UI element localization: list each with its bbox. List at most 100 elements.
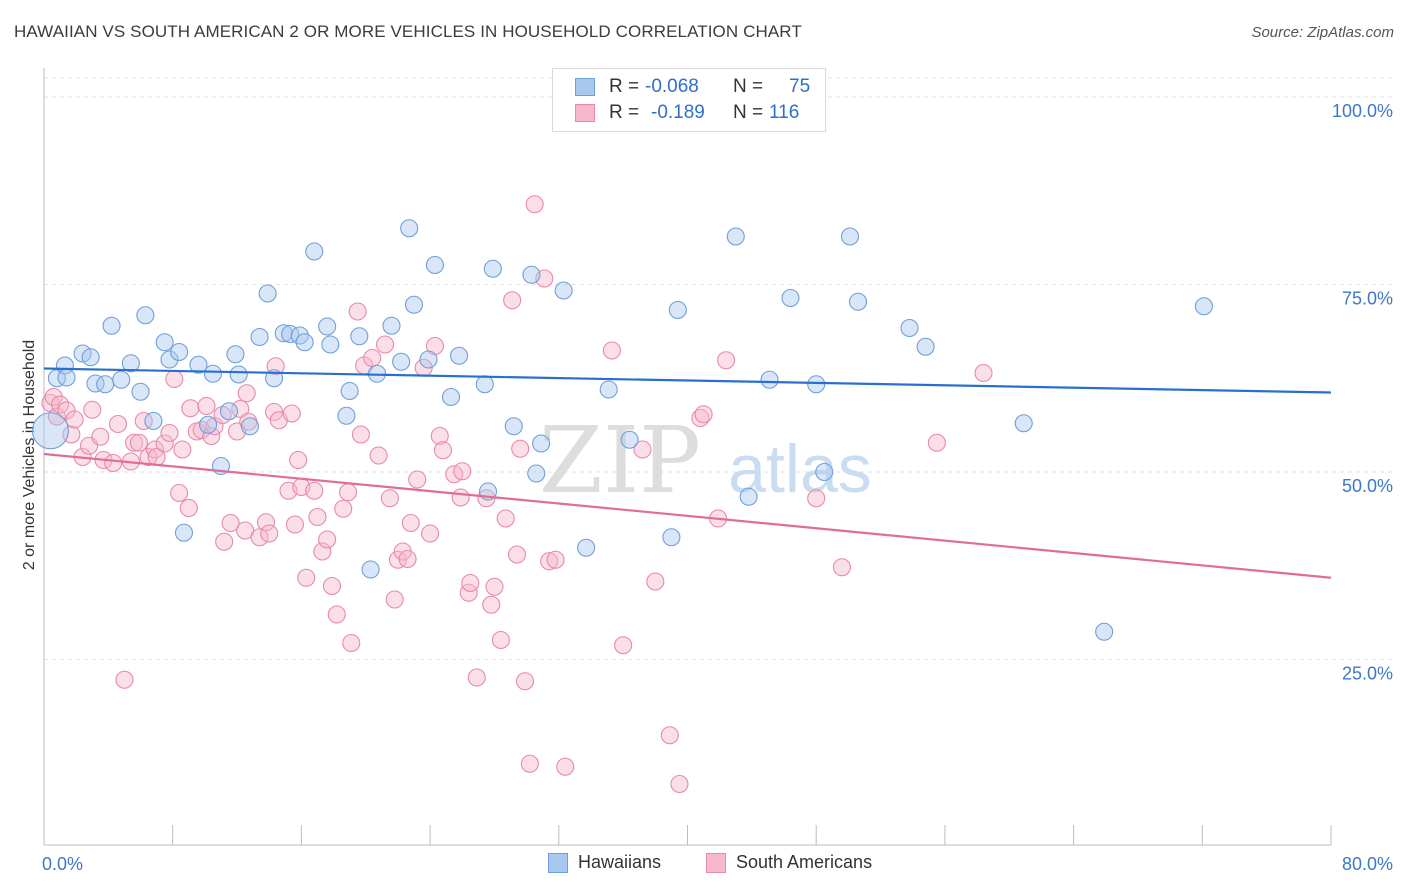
data-point-south-americans bbox=[129, 433, 148, 452]
data-point-south-americans bbox=[927, 433, 946, 452]
x-tick-label: 0.0% bbox=[42, 854, 83, 874]
y-tick-label: 50.0% bbox=[1342, 476, 1393, 496]
data-point-south-americans bbox=[602, 341, 621, 360]
data-point-south-americans bbox=[289, 450, 308, 470]
data-point-south-americans bbox=[540, 552, 559, 571]
data-point-hawaiians bbox=[121, 354, 140, 373]
data-point-south-americans bbox=[215, 532, 234, 551]
data-point-hawaiians bbox=[219, 402, 239, 421]
hawaiians-r-label: R = bbox=[609, 76, 640, 97]
data-point-hawaiians bbox=[305, 242, 324, 261]
data-point-south-americans bbox=[467, 668, 486, 687]
data-point-hawaiians bbox=[1194, 297, 1213, 316]
data-point-south-americans bbox=[482, 595, 501, 614]
legend-item-hawaiians[interactable]: Hawaiians bbox=[548, 852, 661, 873]
data-point-hawaiians bbox=[760, 370, 779, 389]
data-point-south-americans bbox=[380, 489, 399, 508]
data-point-south-americans bbox=[453, 462, 472, 481]
data-point-south-americans bbox=[91, 427, 110, 446]
data-point-south-americans bbox=[363, 348, 382, 368]
trend-line-hawaiians bbox=[43, 367, 1332, 394]
data-point-hawaiians bbox=[229, 365, 248, 384]
data-point-hawaiians bbox=[361, 560, 380, 579]
data-point-south-americans bbox=[83, 400, 102, 419]
data-point-hawaiians bbox=[174, 523, 194, 542]
data-point-south-americans bbox=[231, 399, 250, 419]
data-point-south-americans bbox=[369, 446, 388, 465]
data-point-south-americans bbox=[155, 434, 174, 453]
data-point-south-americans bbox=[496, 509, 515, 528]
data-point-hawaiians bbox=[136, 306, 155, 325]
legend-item-south-americans[interactable]: South Americans bbox=[706, 852, 872, 873]
data-point-south-americans bbox=[308, 507, 327, 527]
data-point-hawaiians bbox=[155, 333, 174, 352]
data-point-hawaiians bbox=[504, 417, 523, 436]
legend-label-south-americans: South Americans bbox=[736, 852, 873, 872]
y-tick-label: 75.0% bbox=[1342, 289, 1393, 309]
data-point-hawaiians bbox=[726, 227, 745, 246]
x-tick-label: 80.0% bbox=[1342, 854, 1393, 874]
data-point-south-americans bbox=[376, 335, 395, 354]
data-point-hawaiians bbox=[144, 411, 163, 431]
data-point-hawaiians bbox=[337, 406, 356, 425]
data-point-south-americans bbox=[430, 426, 449, 446]
data-point-south-americans bbox=[179, 498, 198, 518]
data-point-hawaiians bbox=[400, 219, 419, 238]
data-point-hawaiians bbox=[916, 337, 935, 356]
data-point-hawaiians bbox=[527, 464, 546, 483]
stats-row-hawaiians: R = -0.068 N = 75 bbox=[553, 74, 825, 100]
data-point-south-americans bbox=[348, 302, 367, 321]
data-point-hawaiians bbox=[31, 412, 69, 450]
south-americans-n-value: 116 bbox=[769, 102, 800, 123]
data-point-hawaiians bbox=[160, 350, 179, 369]
data-point-hawaiians bbox=[81, 348, 100, 367]
data-point-south-americans bbox=[342, 633, 361, 653]
south-americans-points bbox=[41, 195, 993, 794]
data-point-hawaiians bbox=[807, 375, 826, 394]
data-point-hawaiians bbox=[102, 316, 121, 335]
data-point-south-americans bbox=[285, 515, 305, 534]
data-point-south-americans bbox=[256, 513, 276, 532]
south-americans-swatch bbox=[575, 104, 595, 122]
data-point-hawaiians bbox=[295, 333, 314, 352]
data-point-south-americans bbox=[832, 558, 851, 577]
grid-lines bbox=[44, 77, 1392, 660]
data-point-hawaiians bbox=[900, 318, 919, 338]
data-point-south-americans bbox=[297, 568, 316, 587]
data-point-south-americans bbox=[398, 549, 417, 569]
chart-title: HAWAIIAN VS SOUTH AMERICAN 2 OR MORE VEH… bbox=[14, 22, 802, 41]
data-point-hawaiians bbox=[815, 462, 834, 482]
data-point-south-americans bbox=[385, 590, 404, 609]
legend-swatch-hawaiians bbox=[548, 852, 568, 873]
data-point-hawaiians bbox=[199, 415, 218, 434]
data-point-south-americans bbox=[515, 672, 535, 691]
data-point-south-americans bbox=[170, 483, 189, 503]
data-point-south-americans bbox=[660, 726, 679, 745]
data-point-south-americans bbox=[334, 499, 353, 518]
data-point-south-americans bbox=[104, 453, 123, 473]
data-point-hawaiians bbox=[739, 487, 758, 506]
data-point-hawaiians bbox=[404, 295, 424, 314]
stats-row-south-americans: R = -0.189 N = 116 bbox=[553, 100, 825, 126]
data-point-south-americans bbox=[408, 470, 427, 489]
data-point-south-americans bbox=[520, 754, 539, 773]
data-point-hawaiians bbox=[662, 528, 681, 547]
data-point-south-americans bbox=[165, 369, 184, 389]
data-point-south-americans bbox=[115, 670, 134, 689]
data-point-south-americans bbox=[491, 630, 510, 650]
data-point-south-americans bbox=[451, 488, 470, 507]
data-point-south-americans bbox=[525, 195, 544, 214]
data-point-hawaiians bbox=[1014, 414, 1033, 433]
data-point-south-americans bbox=[327, 605, 346, 624]
data-point-south-americans bbox=[221, 513, 240, 533]
y-tick-label: 100.0% bbox=[1332, 101, 1393, 121]
data-point-hawaiians bbox=[554, 281, 573, 300]
data-point-south-americans bbox=[322, 576, 342, 596]
legend-swatch-south-americans bbox=[706, 852, 726, 873]
data-point-south-americans bbox=[44, 387, 63, 407]
y-tick-label: 25.0% bbox=[1342, 664, 1393, 684]
data-point-south-americans bbox=[65, 410, 84, 429]
south-americans-r-label: R = bbox=[609, 102, 640, 123]
data-point-hawaiians bbox=[425, 255, 444, 275]
